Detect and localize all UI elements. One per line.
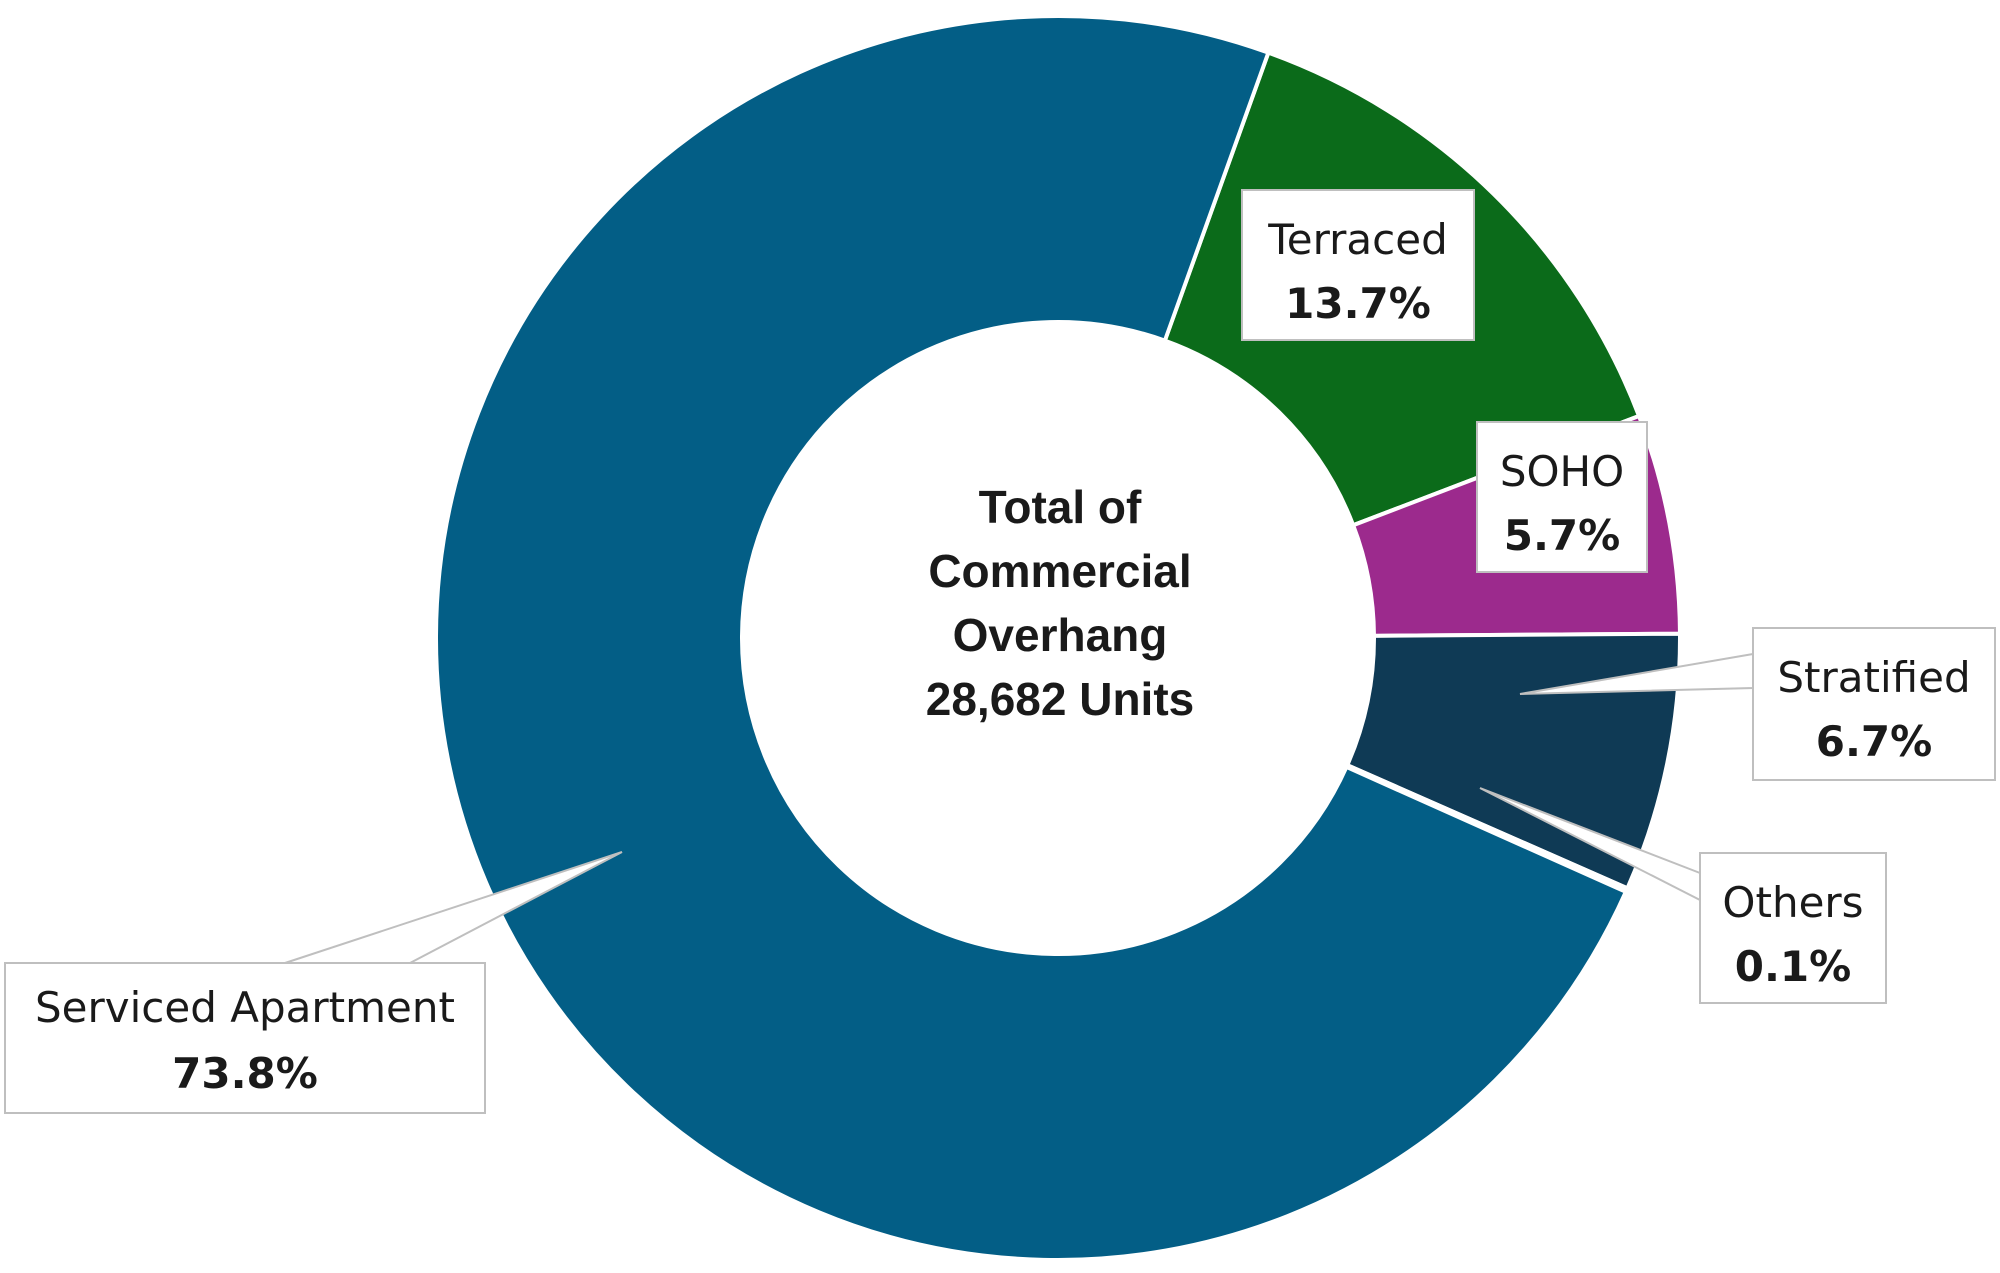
- label-box-stratified: [1752, 627, 1996, 781]
- label-value-soho: 5.7%: [1504, 511, 1620, 560]
- center-line-4: 28,682 Units: [926, 673, 1194, 725]
- label-value-terraced: 13.7%: [1285, 279, 1431, 328]
- label-box-others: [1699, 852, 1887, 1004]
- label-name-stratified: Stratified: [1777, 653, 1970, 702]
- label-stratified: Stratified 6.7%: [1519, 627, 1996, 781]
- label-box-terraced: [1241, 189, 1475, 341]
- slices-group: [434, 14, 1683, 1262]
- label-value-others: 0.1%: [1735, 942, 1851, 991]
- center-line-3: Overhang: [953, 609, 1168, 661]
- label-name-soho: SOHO: [1500, 447, 1624, 496]
- center-label: Total of Commercial Overhang 28,682 Unit…: [926, 481, 1194, 725]
- label-name-others: Others: [1722, 878, 1863, 927]
- label-soho: SOHO 5.7%: [1476, 421, 1648, 573]
- center-line-2: Commercial: [928, 545, 1191, 597]
- data-labels-group: Terraced 13.7% SOHO 5.7% Stratified 6.7%…: [4, 189, 1996, 1114]
- label-others: Others 0.1%: [1479, 787, 1887, 1004]
- label-terraced: Terraced 13.7%: [1241, 189, 1475, 341]
- label-value-serviced-apartment: 73.8%: [172, 1049, 318, 1098]
- label-name-terraced: Terraced: [1267, 215, 1447, 264]
- label-value-stratified: 6.7%: [1816, 717, 1932, 766]
- label-name-serviced-apartment: Serviced Apartment: [35, 983, 455, 1032]
- label-box-soho: [1476, 421, 1648, 573]
- label-box-serviced-apartment: [4, 962, 486, 1114]
- label-serviced-apartment: Serviced Apartment 73.8%: [4, 851, 623, 1114]
- center-line-1: Total of: [979, 481, 1142, 533]
- slice-serviced-apartment: [434, 14, 1629, 1262]
